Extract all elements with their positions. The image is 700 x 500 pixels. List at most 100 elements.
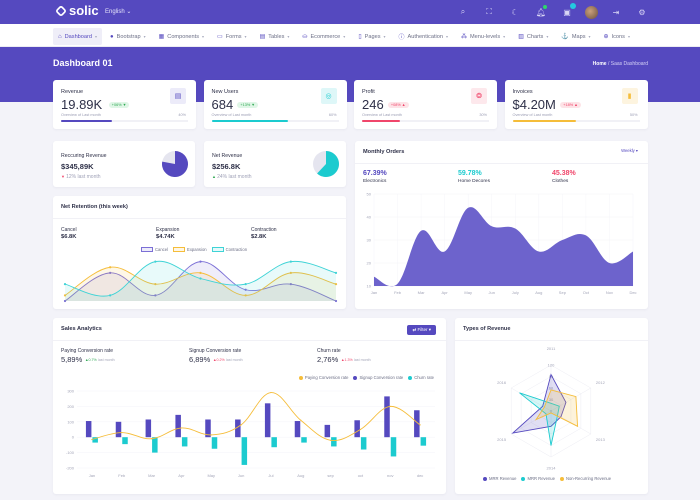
x-tick-label: Nov xyxy=(606,290,613,295)
y-tick-label: 20 xyxy=(367,261,372,266)
bell-icon[interactable]: 🔔︎ xyxy=(533,4,549,20)
area-cancel xyxy=(65,261,336,301)
nav-item-label: Ecommerce xyxy=(310,33,341,40)
fullscreen-icon[interactable]: ⛶ xyxy=(486,7,492,16)
legend-item[interactable]: MRR Revenue xyxy=(483,476,516,481)
nav-item-tables[interactable]: ▤ Tables ▾ xyxy=(255,28,295,45)
bar-churn-rate xyxy=(390,437,397,457)
nav-item-components[interactable]: ▦ Components ▾ xyxy=(154,28,209,45)
data-point xyxy=(154,294,157,297)
kpi-value: 246 xyxy=(362,97,384,112)
legend-item[interactable]: Expansion xyxy=(173,247,207,253)
sales-stat-label: Paying Conversion rate xyxy=(61,348,113,354)
kpi-label: Profit xyxy=(362,89,375,95)
nav-item-forms[interactable]: ▭ Forms ▾ xyxy=(212,28,252,45)
bar-signup-conversion xyxy=(324,424,331,438)
nav-item-ecommerce[interactable]: ⛀ Ecommerce ▾ xyxy=(297,28,350,45)
avatar[interactable] xyxy=(585,5,598,19)
net-retention-legend: Cancel Expansion Contraction xyxy=(141,247,247,253)
bar-signup-conversion xyxy=(384,396,390,438)
bar-churn-rate xyxy=(122,437,128,445)
radar-series-0 xyxy=(511,373,567,434)
net-retention-chart xyxy=(63,260,338,303)
nav-item-menu-levels[interactable]: ⁂ Menu-levels ▾ xyxy=(456,28,510,45)
radar-axis-label: 2016 xyxy=(497,380,507,385)
x-tick-label: nov xyxy=(387,473,393,478)
calendar-icon[interactable]: ▣ xyxy=(559,3,576,20)
nav-item-label: Bootstrap xyxy=(116,33,141,40)
nav-item-maps[interactable]: ⚓ Maps ▾ xyxy=(556,28,595,45)
data-point xyxy=(419,424,421,426)
x-tick-label: dec xyxy=(417,473,423,478)
nav-item-authentication[interactable]: ⓘ Authentication ▾ xyxy=(394,28,453,45)
mini-pie-chart xyxy=(313,151,339,177)
net-revenue-card: Net Revenue $256.8K ▲ 24% last month xyxy=(204,141,346,187)
data-point xyxy=(154,260,157,263)
data-point xyxy=(289,260,292,263)
sales-stat-suffix: last month xyxy=(98,358,115,362)
nav-item-charts[interactable]: ▥ Charts ▾ xyxy=(513,28,553,45)
nav-item-pages[interactable]: ▯ Pages ▾ xyxy=(353,28,390,45)
brand-logo[interactable]: solic xyxy=(54,3,99,18)
kpi-progress-track xyxy=(211,120,339,122)
kpi-value: 19.89K xyxy=(61,97,103,112)
chevron-down-icon: ▾ xyxy=(546,34,549,39)
new-users-card: New Users 684 +13% ▼ ◎ Overview of Last mont… xyxy=(203,80,347,129)
moon-icon[interactable]: ☾ xyxy=(511,7,519,17)
legend-swatch xyxy=(173,247,186,253)
calendar-badge xyxy=(570,3,576,9)
language-selector[interactable]: English ⌄ xyxy=(105,9,132,15)
box-icon: ❂ xyxy=(471,88,487,104)
radar-axis-label: 2014 xyxy=(547,466,557,471)
chevron-down-icon: ▾ xyxy=(383,34,386,39)
breadcrumb-home[interactable]: Home xyxy=(592,61,607,67)
legend-item[interactable]: Signup Conversion rate xyxy=(353,375,403,380)
order-stat-value: 45.38% xyxy=(552,170,576,177)
y-tick-label: 40 xyxy=(367,215,372,220)
y-tick-label: 30 xyxy=(367,238,372,243)
nav-item-label: Components xyxy=(167,33,199,40)
legend-item[interactable]: MRR Revenue xyxy=(521,476,555,481)
data-point xyxy=(63,283,67,286)
kpi-progress-track xyxy=(512,120,640,122)
bar-churn-rate xyxy=(301,437,307,443)
gear-icon[interactable]: ⚙ xyxy=(638,7,646,17)
bar-churn-rate xyxy=(331,437,337,447)
radar-axis-label: 2012 xyxy=(596,380,606,385)
x-tick-label: May xyxy=(464,290,472,295)
nav-item-dashboard[interactable]: ⌂ Dashboard ▾ xyxy=(53,28,103,45)
bar-signup-conversion xyxy=(85,421,92,438)
data-point xyxy=(300,419,302,421)
legend-item[interactable]: Contraction xyxy=(211,247,247,253)
nav-item-icons[interactable]: ⊕ Icons ▾ xyxy=(599,28,635,45)
legend-item[interactable]: Paying Conversion rate xyxy=(298,375,348,380)
radar-ring-label: 30 xyxy=(549,397,554,402)
search-icon[interactable]: ⌕ xyxy=(460,7,466,16)
cancel-value: $6.8K xyxy=(61,234,77,240)
data-point xyxy=(244,288,247,291)
legend-dot xyxy=(353,375,358,380)
sales-analytics-legend: Paying Conversion rate Signup Conversion … xyxy=(298,375,434,380)
legend-item[interactable]: Churn rate xyxy=(408,375,434,380)
expansion-label: Expansion xyxy=(156,227,180,233)
legend-dot xyxy=(521,476,526,481)
radar-axis-label: 2011 xyxy=(547,346,556,351)
chevron-down-icon: ▾ xyxy=(287,34,290,39)
radar-axis xyxy=(511,410,552,435)
chevron-down-icon: ▾ xyxy=(202,34,205,39)
sales-stat-change: ▲0.2% xyxy=(213,358,225,362)
nav-item-label: Menu-levels xyxy=(470,33,501,40)
bar-signup-conversion xyxy=(205,419,211,438)
kpi-percent: 40% xyxy=(178,113,186,117)
bar-signup-conversion xyxy=(235,419,241,438)
kpi-label: New Users xyxy=(211,89,239,95)
radar-ring-label: 60 xyxy=(549,386,554,391)
rtl-icon[interactable]: ⇥ xyxy=(612,7,620,17)
sales-stat-change: ▲1.3% xyxy=(341,358,353,362)
nav-item-bootstrap[interactable]: ● Bootstrap ▾ xyxy=(105,28,151,45)
legend-item[interactable]: Cancel xyxy=(141,247,168,253)
filter-button[interactable]: ⇄ Filter ▾ xyxy=(407,325,436,335)
sales-stat-value: 5,89% xyxy=(61,355,83,364)
legend-item[interactable]: Non-Recurring Revenue xyxy=(559,476,611,481)
period-dropdown[interactable]: Weekly ▾ xyxy=(621,148,638,153)
